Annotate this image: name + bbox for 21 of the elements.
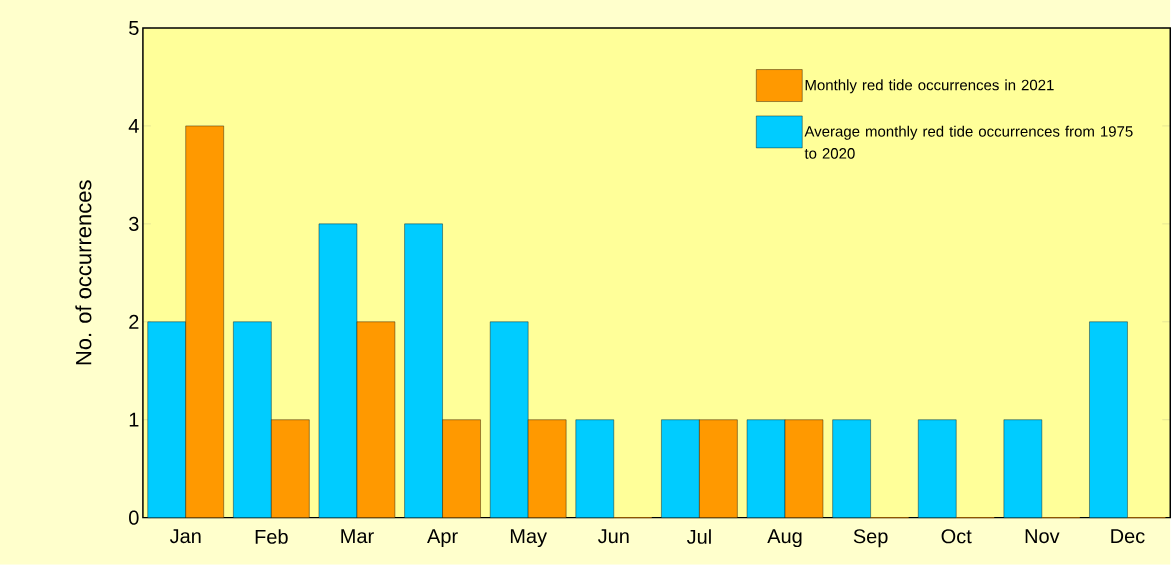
x-tick-label: Apr (427, 529, 458, 548)
x-tick-label: Sep (853, 529, 888, 548)
y-tick-label: 1 (129, 413, 139, 427)
x-tick-label: Jun (597, 529, 629, 544)
y-tick-label: 4 (128, 119, 139, 133)
x-tick-label: Oct (941, 529, 972, 544)
y-tick-label: 5 (129, 21, 139, 36)
y-tick-label: 0 (129, 510, 139, 525)
x-tick-label: Mar (341, 529, 374, 544)
legend-label: Monthly red tide occurrences in 2021 (805, 79, 1054, 94)
x-tick-label: Nov (1025, 529, 1060, 544)
x-tick-label: Jul (686, 529, 711, 545)
x-tick-label: May (510, 529, 547, 548)
y-tick-label: 3 (129, 216, 139, 232)
x-tick-label: Feb (255, 529, 288, 545)
x-tick-label: Jan (169, 529, 201, 544)
x-tick-label: Aug (767, 529, 802, 548)
legend-label: Average monthly red tide occurrences from 1975 to 2020 (804, 125, 1133, 159)
y-tick-label: 2 (129, 314, 139, 329)
x-tick-label: Dec (1111, 529, 1145, 544)
y-axis-title: No. of occurrences (75, 180, 92, 365)
